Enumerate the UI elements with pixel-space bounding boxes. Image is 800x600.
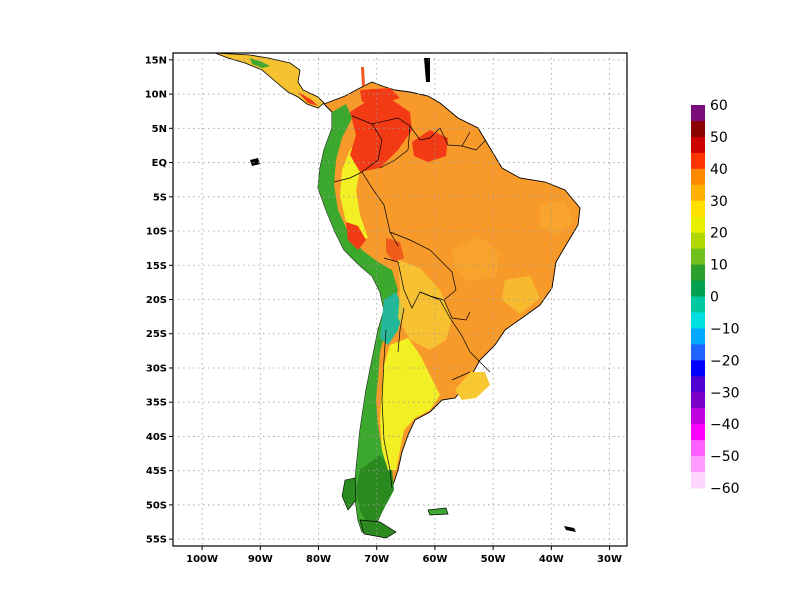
colorbar-swatch [691,280,705,297]
lon-tick-label: 90W [248,554,273,565]
colorbar-swatch [691,264,705,282]
lon-tick-label: 80W [306,554,331,565]
colorbar-swatch [691,472,705,489]
lon-tick-label: 30W [597,554,622,565]
lat-tick-label: 15N [145,55,167,66]
colorbar-label: 40 [710,162,728,178]
colorbar-label: 60 [710,98,728,114]
central-america [214,53,325,109]
colorbar-swatch [691,376,705,393]
colorbar: 60 50 40 30 20 10 0 −10 −20 −30 −40 −50 −60 [691,98,740,497]
lat-tick-label: 30S [146,363,167,374]
colorbar-label: −40 [710,417,740,433]
colorbar-label: −60 [710,481,740,497]
colorbar-swatch [691,152,705,170]
tierra-del-fuego [359,519,397,539]
colorbar-label: 30 [710,194,728,210]
lon-tick-label: 50W [481,554,506,565]
lat-tick-label: 45S [146,466,167,477]
colorbar-swatch [691,392,705,409]
colorbar-swatch [691,408,705,425]
colorbar-swatch [691,105,705,122]
lon-tick-label: 100W [186,554,218,565]
colorbar-label: −50 [710,449,740,465]
colorbar-swatch [691,424,705,441]
lon-tick-label: 40W [539,554,564,565]
lat-tick-label: 55S [146,535,167,546]
colorbar-swatch [691,200,705,218]
colorbar-swatch [691,440,705,457]
colorbar-swatch [691,168,705,186]
hot-spot-colombia-venezuela [350,98,412,172]
south-georgia [564,526,576,532]
colorbar-swatch [691,216,705,234]
lat-tick-label: 10S [146,227,167,238]
colorbar-swatch [691,456,705,473]
lat-tick-label: 25S [146,329,167,340]
lat-tick-label: 35S [146,398,167,409]
colorbar-swatch [691,360,705,377]
lat-tick-label: 5S [153,192,167,203]
falklands [427,507,449,516]
colorbar-swatch [691,184,705,202]
colorbar-label: −30 [710,385,740,401]
colorbar-swatch [691,296,705,313]
lon-tick-label: 70W [364,554,389,565]
colorbar-label: −20 [710,353,740,369]
country-borders [333,115,491,489]
galapagos [250,158,260,166]
colorbar-swatch [691,328,705,345]
lat-tick-label: 15S [146,261,167,272]
lat-tick-label: 20S [146,295,167,306]
lon-tick-label: 60W [422,554,447,565]
colorbar-label: 0 [710,290,719,306]
lat-tick-label: 40S [146,432,167,443]
graticule [173,53,627,546]
colorbar-swatch [691,232,705,250]
colorbar-swatch [691,344,705,361]
colorbar-label: 20 [710,226,728,242]
colorbar-swatch [691,120,705,138]
lat-tick-label: EQ [152,158,167,169]
longitude-axis: 100W 90W 80W 70W 60W 50W 40W 30W [186,546,622,565]
colorbar-swatch [691,136,705,154]
colorbar-label: 50 [710,130,728,146]
latitude-axis: 15N 10N 5N EQ 5S 10S 15S 20S 25S 30S 35S 40S 45S 50S 5… [145,55,173,546]
colorbar-label: −10 [710,321,740,337]
colorbar-swatch [691,248,705,266]
andes-green-band [318,104,398,532]
colorbar-swatch [691,312,705,329]
colorbar-label: 10 [710,258,728,274]
lat-tick-label: 5N [152,124,167,135]
lat-tick-label: 50S [146,500,167,511]
lat-tick-label: 10N [145,90,167,101]
